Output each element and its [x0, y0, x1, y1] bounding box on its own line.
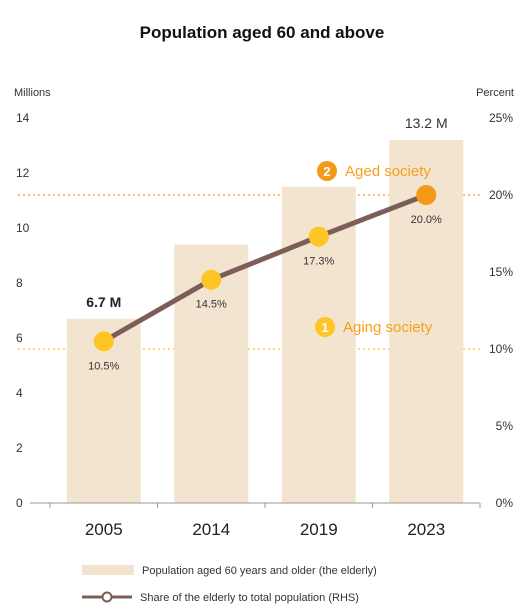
legend-bar-swatch: [82, 565, 134, 575]
left-tick-label: 6: [16, 331, 23, 345]
bars: [66, 140, 464, 503]
share-value-label: 20.0%: [411, 214, 442, 226]
threshold-badge-1: [315, 317, 335, 337]
legend: Population aged 60 years and older (the …: [82, 565, 377, 604]
share-point-2019: [308, 226, 329, 247]
category-label: 2014: [192, 520, 230, 539]
left-tick-label: 4: [16, 386, 23, 400]
share-point-2014: [201, 269, 222, 290]
legend-line-marker: [101, 591, 113, 603]
chart-title: Population aged 60 and above: [140, 23, 385, 42]
left-tick-label: 12: [16, 166, 30, 180]
left-tick-label: 14: [16, 111, 30, 125]
share-value-label: 17.3%: [303, 256, 334, 268]
bar-value-label: 6.7 M: [86, 294, 121, 310]
threshold-label: Aging society: [343, 319, 433, 336]
right-tick-label: 0%: [496, 496, 514, 510]
share-line: [93, 185, 437, 352]
left-tick-label: 2: [16, 441, 23, 455]
left-tick-label: 8: [16, 276, 23, 290]
legend-bar-label: Population aged 60 years and older (the …: [142, 565, 377, 577]
share-point-2023: [416, 185, 437, 205]
left-tick-label: 0: [16, 496, 23, 510]
left-axis-unit: Millions: [14, 87, 51, 99]
right-tick-label: 5%: [496, 419, 514, 433]
share-value-label: 10.5%: [88, 360, 119, 372]
right-tick-label: 20%: [489, 188, 513, 202]
threshold-label: Aged society: [345, 163, 431, 180]
right-tick-label: 10%: [489, 342, 513, 356]
left-tick-label: 10: [16, 221, 30, 235]
threshold-badge-number: 2: [323, 164, 330, 179]
bar-value-label: 13.2 M: [405, 115, 448, 131]
category-label: 2005: [85, 520, 123, 539]
share-line-path: [101, 192, 429, 344]
right-tick-label: 25%: [489, 111, 513, 125]
right-axis-unit: Percent: [476, 87, 514, 99]
share-value-label: 14.5%: [196, 299, 227, 311]
data-labels: 10.5% 14.5% 17.3% 20.0% 6.7 M 13.2 M 1 Aging so…: [86, 115, 447, 372]
threshold-badge-2: [317, 161, 337, 181]
right-tick-label: 15%: [489, 265, 513, 279]
category-label: 2019: [300, 520, 338, 539]
threshold-badge-number: 1: [321, 320, 328, 335]
category-label: 2023: [407, 520, 445, 539]
share-point-2005: [93, 331, 114, 352]
legend-line-label: Share of the elderly to total population…: [140, 592, 359, 604]
